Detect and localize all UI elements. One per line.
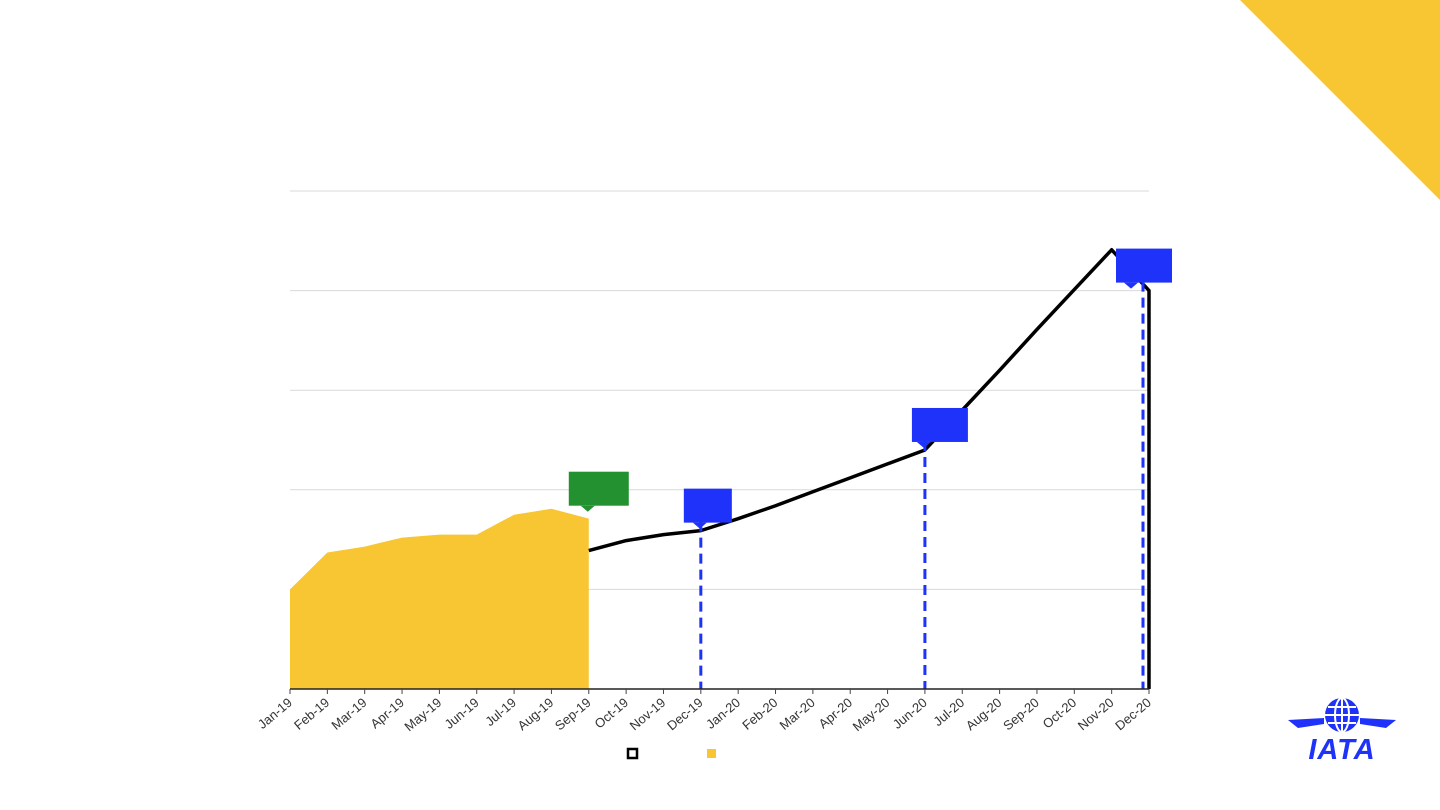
- x-tick-label: Oct-20: [1040, 695, 1080, 732]
- globe-wings-icon: [1288, 697, 1396, 733]
- milestone-callout: [683, 488, 732, 523]
- legend-swatch-line: [626, 747, 639, 760]
- chart-gridlines: [290, 190, 1149, 590]
- x-tick-label: Oct-19: [592, 695, 632, 732]
- x-tick-label: Aug-19: [515, 695, 557, 733]
- x-tick-label: Dec-19: [664, 695, 706, 733]
- chart-legend: [626, 747, 716, 760]
- x-tick-label: Dec-20: [1112, 695, 1154, 733]
- line-series-path: [588, 248, 1151, 689]
- x-tick-label: Jun-20: [890, 695, 930, 732]
- x-tick-label: Aug-20: [963, 695, 1005, 733]
- x-tick-label: Mar-19: [328, 695, 369, 733]
- milestone-markers: [568, 248, 1172, 689]
- milestone-callout-pointer: [580, 505, 595, 512]
- x-tick-label: Sep-20: [1000, 695, 1042, 733]
- x-tick-label: Sep-19: [552, 695, 594, 733]
- milestone-callout: [911, 407, 968, 442]
- x-tick-label: Jul-19: [482, 695, 519, 729]
- x-tick-label: Jun-19: [442, 695, 482, 732]
- x-tick-label: Jan-20: [703, 695, 743, 732]
- milestone-callout: [1116, 248, 1172, 283]
- x-tick-label: Apr-19: [367, 695, 407, 732]
- x-tick-label: May-19: [401, 695, 444, 734]
- x-tick-label: Nov-19: [627, 695, 669, 733]
- iata-logo: IATA: [1284, 696, 1400, 772]
- area-series: [290, 508, 589, 689]
- x-tick-label: Mar-20: [777, 695, 818, 733]
- milestone-callout-pointer: [1124, 282, 1138, 289]
- legend-swatch-area: [707, 749, 716, 758]
- corner-triangle-decoration: [1240, 0, 1440, 200]
- x-tick-label: Jan-19: [255, 695, 295, 732]
- milestone-callout-pointer: [692, 522, 707, 529]
- line-series: [588, 248, 1151, 689]
- milestone-callout-pointer: [916, 441, 931, 448]
- x-tick-label: Nov-20: [1075, 695, 1117, 733]
- area-series-fill: [290, 508, 589, 689]
- x-tick-label: Feb-19: [291, 695, 332, 733]
- x-tick-label: Feb-20: [739, 695, 780, 733]
- milestone-callout: [568, 471, 629, 506]
- logo-text: IATA: [1308, 734, 1376, 766]
- x-tick-label: Apr-20: [816, 695, 856, 732]
- x-tick-label: Jul-20: [930, 695, 967, 729]
- x-tick-label: May-20: [850, 695, 893, 734]
